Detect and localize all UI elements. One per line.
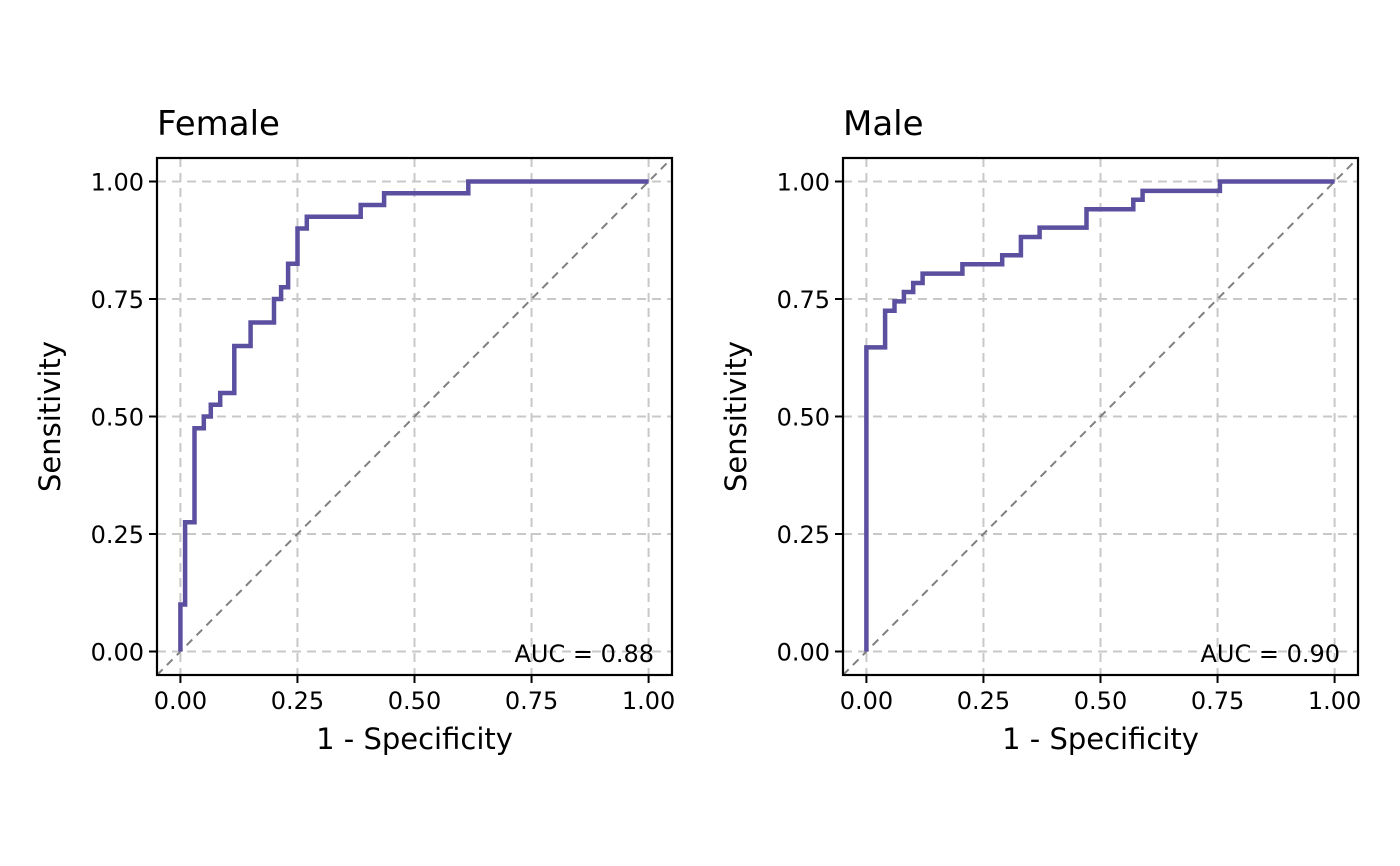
y-tick-label: 0.75 xyxy=(777,286,830,314)
x-tick-label: 1.00 xyxy=(1308,687,1361,715)
y-tick-label: 0.50 xyxy=(777,404,830,432)
y-axis-label: Sensitivity xyxy=(719,341,753,492)
roc-panel-male: 0.00 0.25 0.50 0.75 1.00 0.00 0.25 0.50 0.75 1.00… xyxy=(719,104,1361,756)
reference-diagonal xyxy=(156,157,673,676)
x-tick-label: 0.25 xyxy=(957,687,1010,715)
x-tick-label: 0.75 xyxy=(1191,687,1244,715)
reference-diagonal xyxy=(842,157,1359,676)
y-tick-label: 0.50 xyxy=(91,404,144,432)
x-tick-label: 0.25 xyxy=(271,687,324,715)
x-tick-label: 0.00 xyxy=(154,687,207,715)
y-tick-label: 1.00 xyxy=(777,169,830,197)
y-tick-label: 0.75 xyxy=(91,286,144,314)
y-tick-label: 0.25 xyxy=(777,521,830,549)
panel-title: Female xyxy=(157,104,280,144)
auc-annotation: AUC = 0.90 xyxy=(1200,640,1340,668)
x-tick-label: 0.75 xyxy=(505,687,558,715)
x-tick-label: 0.50 xyxy=(388,687,441,715)
x-tick-label: 1.00 xyxy=(622,687,675,715)
auc-annotation: AUC = 0.88 xyxy=(514,640,654,668)
roc-panel-female: 0.00 0.25 0.50 0.75 1.00 0.00 0.25 0.50 0.75 1.00… xyxy=(33,104,675,756)
y-tick-label: 0.00 xyxy=(777,639,830,667)
x-axis-label: 1 - Specificity xyxy=(316,722,513,756)
roc-curve-0 xyxy=(864,179,1335,652)
x-axis-label: 1 - Specificity xyxy=(1002,722,1199,756)
y-axis-label: Sensitivity xyxy=(33,341,67,492)
y-tick-label: 0.25 xyxy=(91,521,144,549)
x-tick-label: 0.00 xyxy=(840,687,893,715)
x-tick-label: 0.50 xyxy=(1074,687,1127,715)
roc-curve-0 xyxy=(178,179,649,652)
y-tick-label: 1.00 xyxy=(91,169,144,197)
panel-title: Male xyxy=(843,104,924,144)
y-tick-label: 0.00 xyxy=(91,639,144,667)
